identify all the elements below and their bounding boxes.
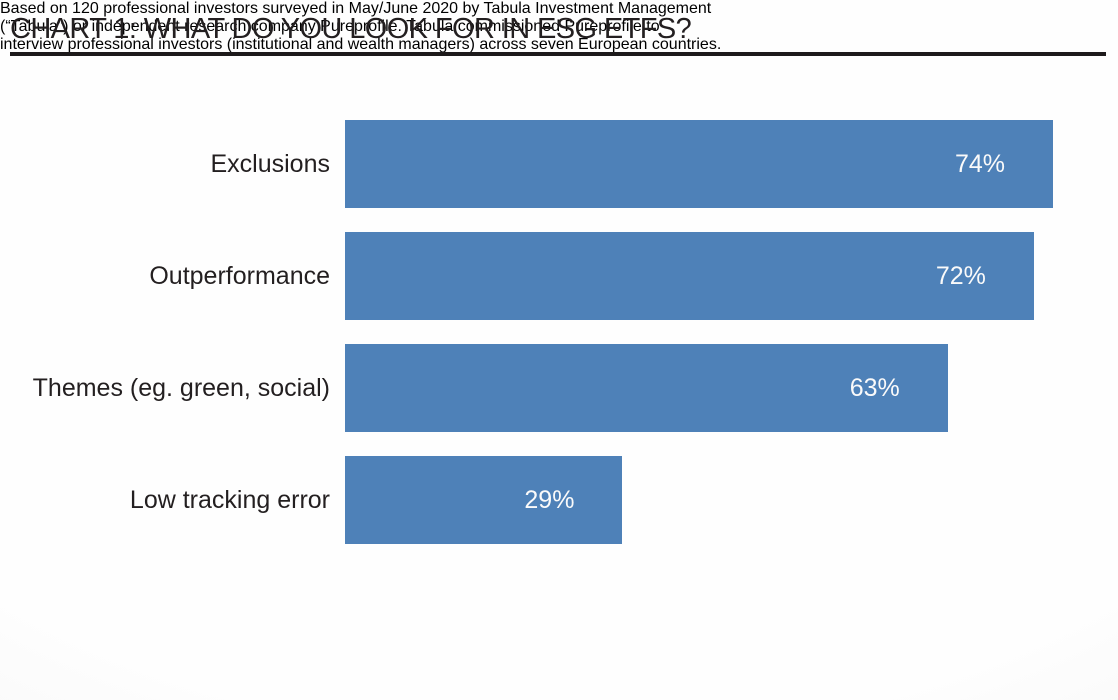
chart-title: CHART 1: WHAT DO YOU LOOK FOR IN ESG ETF… [10,13,692,45]
chart-row: Exclusions 74% [10,120,1053,208]
bar-track: 63% [345,344,1053,432]
bar-chart: Exclusions 74% Outperformance 72% Themes… [10,120,1053,568]
value-label: 74% [954,149,1005,178]
category-label-low-tracking-error: Low tracking error [129,485,330,514]
category-label-outperformance: Outperformance [149,261,330,290]
bar-low-tracking-error: 29% [345,456,623,544]
bar-outperformance: 72% [345,232,1034,320]
value-label: 72% [935,261,986,290]
chart-row: Outperformance 72% [10,232,1053,320]
value-label: 29% [524,485,575,514]
value-label: 63% [849,373,900,402]
bar-track: 29% [345,456,1053,544]
source-note-line: Based on 120 professional investors surv… [0,0,712,17]
bar-themes: 63% [345,344,948,432]
chart-row: Themes (eg. green, social) 63% [10,344,1053,432]
source-note-line: (“Tabula”) or independent research compa… [0,18,660,35]
bar-exclusions: 74% [345,120,1053,208]
chart-row: Low tracking error 29% [10,456,1053,544]
category-label-exclusions: Exclusions [210,149,331,178]
source-note-line: interview professional investors (instit… [0,36,722,53]
bar-track: 74% [345,120,1053,208]
bar-track: 72% [345,232,1053,320]
title-underline [10,52,1106,56]
category-label-themes: Themes (eg. green, social) [32,373,330,402]
